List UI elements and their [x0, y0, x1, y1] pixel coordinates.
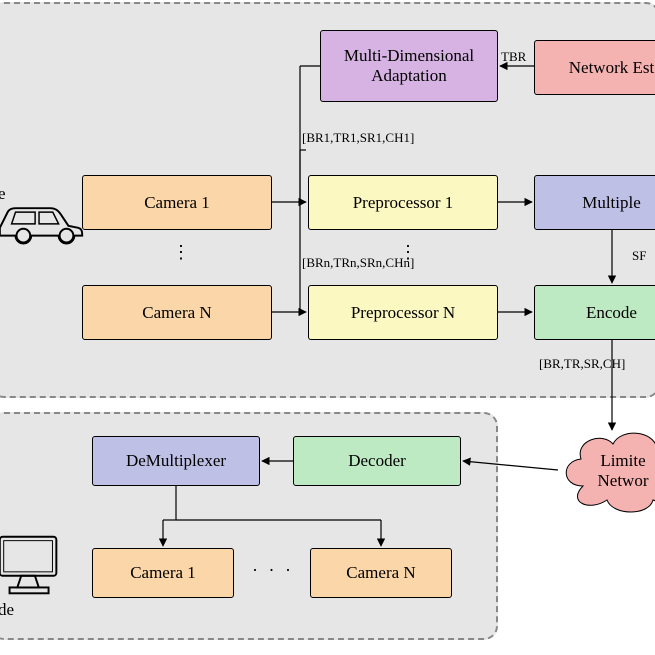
- monitor-icon: [0, 530, 70, 602]
- node-decoder: Decoder: [293, 436, 461, 486]
- label-brenc: [BR,TR,SR,CH]: [539, 356, 625, 372]
- pre-vdots: ⋮: [399, 242, 420, 263]
- node-enc: Encode: [534, 285, 655, 340]
- node-mda: Multi-Dimensional Adaptation: [320, 30, 498, 102]
- car-icon: [0, 185, 90, 251]
- node-demux: DeMultiplexer: [92, 436, 260, 486]
- node-netest: Network Est: [534, 40, 655, 95]
- node-camN: Camera N: [82, 285, 272, 340]
- label-tbr: TBR: [501, 49, 526, 65]
- dcam-hdots: · · ·: [252, 560, 294, 581]
- bottom-panel-label: de: [0, 600, 14, 620]
- label-br1: [BR1,TR1,SR1,CH1]: [302, 130, 414, 146]
- node-dcam1: Camera 1: [92, 548, 234, 598]
- label-sf: SF: [632, 248, 646, 264]
- camera-vdots: ⋮: [172, 242, 193, 263]
- label-brn: [BRn,TRn,SRn,CHn]: [302, 255, 414, 271]
- node-preN: Preprocessor N: [308, 285, 498, 340]
- node-mux: Multiple: [534, 175, 655, 230]
- node-pre1: Preprocessor 1: [308, 175, 498, 230]
- node-dcamN: Camera N: [310, 548, 452, 598]
- network-cloud: Limite Networ: [558, 432, 655, 510]
- cloud-label: Limite Networ: [598, 451, 649, 490]
- node-cam1: Camera 1: [82, 175, 272, 230]
